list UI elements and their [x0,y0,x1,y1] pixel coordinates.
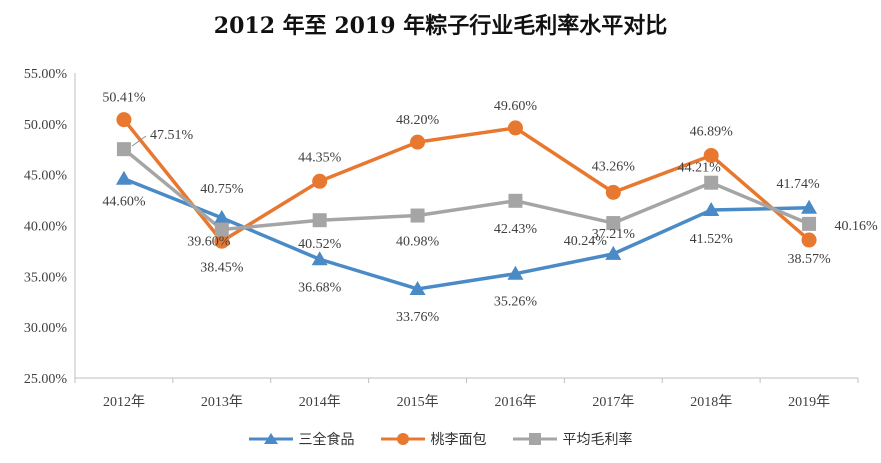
data-label: 40.16% [834,219,878,234]
data-point-circle [410,134,426,150]
legend: 三全食品 桃李面包 平均毛利率 [0,428,881,450]
x-tick-label: 2015年 [397,394,439,410]
data-point-square [802,216,817,231]
data-label: 50.41% [102,91,146,106]
data-label: 44.60% [102,195,146,210]
data-point-triangle [409,280,426,295]
data-point-square [704,175,719,190]
data-point-triangle [801,199,818,214]
legend-label-avg: 平均毛利率 [562,432,633,448]
data-label: 33.76% [396,310,440,325]
data-label: 47.51% [150,128,194,143]
legend-swatch-circle-icon [380,433,425,445]
x-tick-label: 2018年 [690,394,732,410]
data-label: 35.26% [494,295,538,310]
data-label: 44.21% [678,161,722,176]
data-point-triangle [605,245,622,260]
data-label: 40.52% [298,237,342,252]
data-label: 40.75% [200,182,244,197]
x-tick-label: 2012年 [103,394,145,410]
data-point-circle [703,147,719,163]
y-tick-label: 40.00% [24,220,68,235]
legend-label-taoli: 桃李面包 [430,432,487,448]
series-line-0 [123,177,810,291]
data-label: 37.21% [592,227,636,242]
data-label: 44.35% [298,150,342,165]
legend-label-sanquan: 三全食品 [298,432,355,448]
y-tick-label: 55.00% [24,67,68,82]
data-point-square [606,216,621,231]
data-label: 41.74% [776,177,820,192]
legend-swatch-square-icon [512,433,557,445]
legend-item-sanquan: 三全食品 [248,428,355,450]
data-point-circle [605,184,621,200]
y-tick-label: 25.00% [24,372,68,387]
x-tick-label: 2017年 [592,394,634,410]
data-label: 40.98% [396,235,440,250]
y-tick-label: 30.00% [24,321,68,336]
data-label: 48.20% [396,113,440,128]
y-tick-label: 35.00% [24,270,68,285]
data-label: 43.26% [592,159,636,174]
data-label: 49.60% [494,99,538,114]
data-label: 40.24% [564,234,608,249]
data-point-circle [214,233,230,249]
data-label: 38.45% [200,260,244,275]
data-point-triangle [311,251,328,266]
data-label: 38.57% [787,252,831,267]
data-label: 36.68% [298,280,342,295]
data-point-triangle [115,170,132,185]
legend-item-avg: 平均毛利率 [512,428,633,450]
x-tick-label: 2019年 [788,394,830,410]
label-leader-line [131,135,147,147]
data-label: 42.43% [494,222,538,237]
data-point-triangle [703,202,720,217]
y-tick-label: 50.00% [24,118,68,133]
y-tick-label: 45.00% [24,169,68,184]
data-label: 41.52% [690,232,734,247]
chart-title: 2012 年至 2019 年粽子行业毛利率水平对比 [213,13,668,39]
x-tick-label: 2013年 [201,394,243,410]
data-point-square [116,142,131,157]
data-label: 39.60% [187,235,231,250]
data-point-triangle [213,209,230,224]
data-point-square [214,222,229,237]
data-point-square [312,213,327,228]
data-point-circle [116,112,132,128]
data-point-square [410,208,425,223]
series-line-2 [122,147,810,232]
data-point-circle [801,232,817,248]
series-line-1 [122,118,811,244]
data-point-square [508,193,523,208]
x-tick-label: 2014年 [299,394,341,410]
legend-item-taoli: 桃李面包 [380,428,487,450]
legend-swatch-triangle-icon [248,433,293,444]
data-point-circle [312,173,328,189]
x-tick-label: 2016年 [494,394,536,410]
data-point-circle [507,120,523,136]
data-label: 46.89% [690,124,734,139]
data-point-triangle [507,265,524,280]
